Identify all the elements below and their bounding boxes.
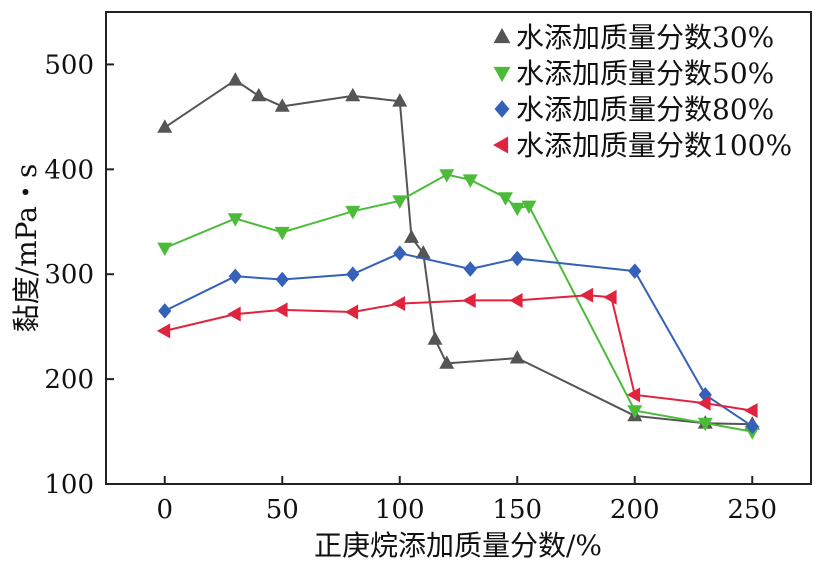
series-2-point-7	[462, 174, 478, 188]
series-4-point-7	[509, 292, 523, 308]
series-2-point-9	[509, 202, 525, 217]
series-4-point-11	[697, 395, 711, 411]
series-1-point-10	[439, 355, 455, 369]
legend-label-3: 水添加质量分数80%	[516, 93, 774, 126]
series-1-point-6	[392, 93, 408, 107]
series-3-point-1	[158, 303, 172, 319]
series-1	[157, 72, 760, 430]
y-tick-label-200: 200	[44, 365, 94, 395]
legend-marker-4	[492, 136, 509, 154]
legend-label-4: 水添加质量分数100%	[516, 129, 792, 162]
series-2-point-8	[498, 192, 513, 206]
series-2-point-5	[392, 195, 408, 209]
series-1-point-1	[157, 119, 173, 133]
x-tick-label-0: 0	[156, 495, 173, 525]
y-tick-label-100: 100	[44, 470, 94, 500]
series-3-line	[164, 252, 753, 428]
legend-marker-1	[493, 27, 511, 44]
series-4-point-5	[391, 296, 406, 312]
series-3-point-2	[228, 268, 242, 285]
series-2-point-11	[627, 405, 643, 419]
series-2-point-10	[521, 200, 537, 215]
y-tick-label-300: 300	[44, 260, 94, 290]
x-tick-label-250: 250	[727, 495, 777, 525]
series-4-point-9	[603, 289, 617, 305]
legend: 水添加质量分数30%水添加质量分数50%水添加质量分数80%水添加质量分数100…	[492, 21, 792, 162]
series-3-point-8	[628, 263, 642, 279]
series-4-point-3	[274, 302, 288, 318]
series-3	[158, 245, 759, 435]
series-1-point-11	[509, 350, 525, 364]
series-2-line	[164, 173, 753, 433]
series-3-point-5	[393, 245, 407, 261]
series-1-point-9	[427, 331, 443, 345]
x-axis-label: 正庚烷添加质量分数/%	[314, 529, 602, 562]
series-4-point-8	[579, 287, 594, 303]
series-4-point-2	[227, 306, 241, 322]
series-1-point-5	[345, 87, 361, 102]
series-4-point-12	[744, 403, 758, 419]
x-tick-label-100: 100	[375, 495, 425, 525]
series-1-point-3	[251, 87, 267, 102]
series-4-point-6	[462, 292, 476, 308]
series-1-point-4	[274, 98, 290, 112]
x-tick-label-200: 200	[610, 495, 660, 525]
y-axis-label: 黏度/mPa・s	[10, 164, 43, 333]
series-1-point-7	[404, 229, 419, 243]
series-2-point-2	[227, 213, 243, 227]
series-4-point-1	[156, 323, 171, 339]
series-2-point-1	[157, 242, 173, 257]
series-4-point-4	[344, 304, 359, 320]
series-3-point-7	[510, 250, 524, 267]
series-1-point-2	[227, 72, 243, 86]
series-4-line	[164, 294, 753, 412]
series-3-point-4	[346, 266, 360, 282]
series-3-point-3	[275, 271, 289, 288]
series-4	[156, 287, 758, 419]
series-2-point-12	[697, 417, 713, 432]
legend-label-2: 水添加质量分数50%	[516, 57, 774, 90]
legend-marker-2	[493, 66, 511, 83]
legend-marker-3	[494, 100, 510, 118]
plot-marks	[156, 72, 760, 440]
series-3-point-10	[745, 418, 759, 435]
series-4-point-10	[626, 387, 641, 403]
series-2-point-3	[274, 226, 290, 241]
y-tick-label-400: 400	[44, 155, 94, 185]
series-2-point-4	[345, 205, 361, 220]
series-2-point-6	[439, 169, 455, 183]
axis-ticks: 0 50 100 150 200 250 100 200 300 400 500	[44, 50, 777, 525]
x-tick-label-150: 150	[492, 495, 542, 525]
plot-frame	[105, 11, 812, 485]
x-tick-label-50: 50	[266, 495, 299, 525]
y-tick-label-500: 500	[44, 50, 94, 80]
series-3-point-6	[463, 261, 477, 277]
legend-label-1: 水添加质量分数30%	[516, 21, 774, 54]
